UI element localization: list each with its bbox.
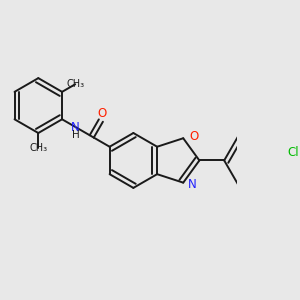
Text: O: O xyxy=(97,107,106,120)
Text: CH₃: CH₃ xyxy=(29,143,47,153)
Text: N: N xyxy=(71,121,80,134)
Text: Cl: Cl xyxy=(288,146,299,159)
Text: CH₃: CH₃ xyxy=(66,79,84,89)
Text: N: N xyxy=(188,178,197,191)
Text: O: O xyxy=(189,130,198,143)
Text: H: H xyxy=(72,130,79,140)
